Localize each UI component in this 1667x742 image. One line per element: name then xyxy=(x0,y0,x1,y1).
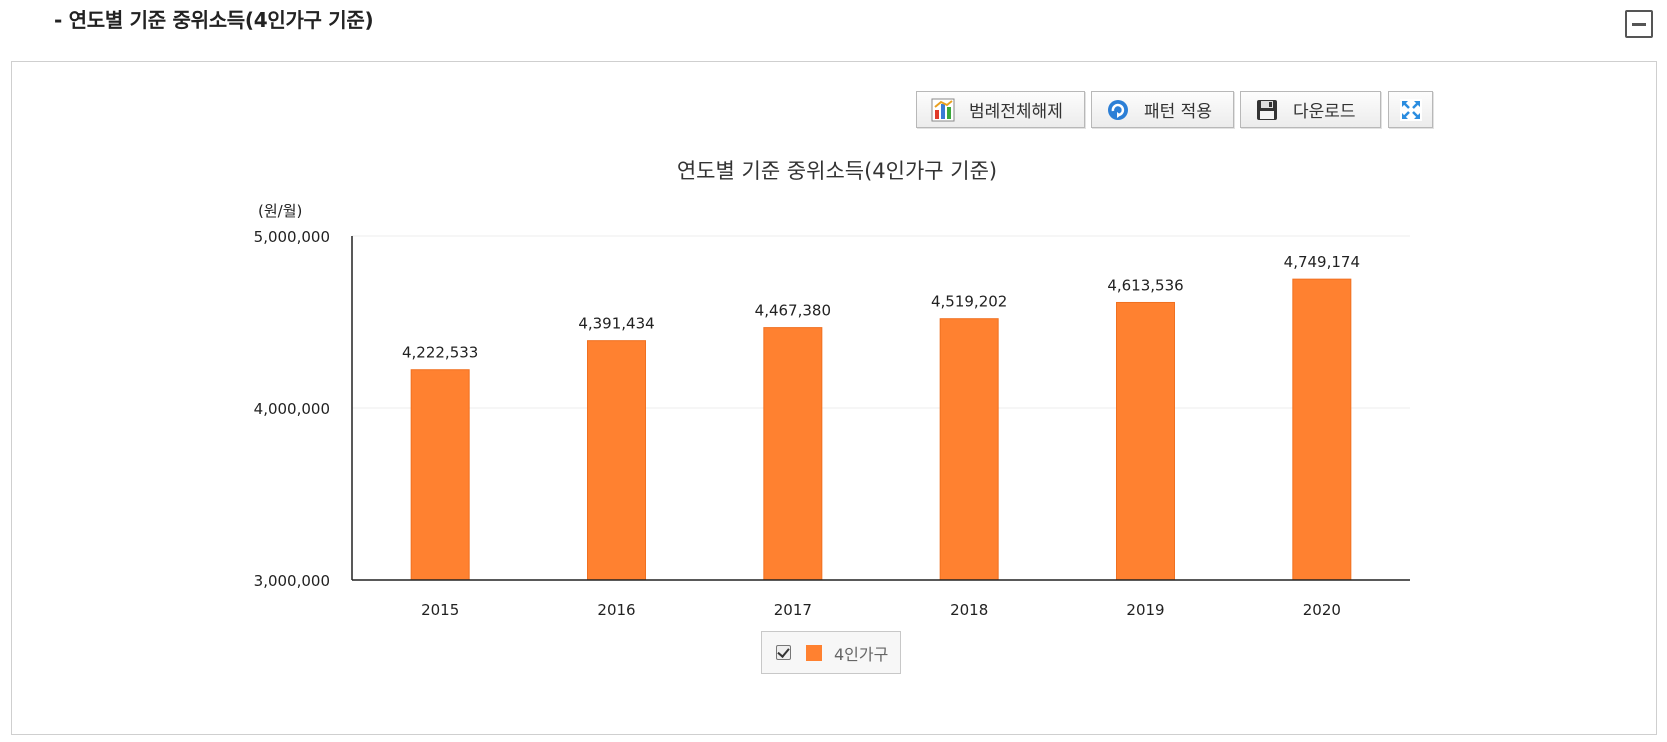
data-label-2015: 4,222,533 xyxy=(402,344,478,362)
collapse-button[interactable] xyxy=(1625,10,1653,38)
legend-toggle-all-label: 범례전체해제 xyxy=(969,102,1063,122)
data-labels: 4,222,533 4,391,434 4,467,380 4,519,202 4,61… xyxy=(402,253,1360,362)
legend-swatch xyxy=(806,644,822,661)
x-tick-label-2017: 2017 xyxy=(774,601,812,619)
section-title: - 연도별 기준 중위소득(4인가구 기준) xyxy=(54,8,374,32)
grid-lines xyxy=(352,235,1410,409)
bar-2015[interactable] xyxy=(410,369,470,581)
bar-2016[interactable] xyxy=(587,340,646,581)
download-button[interactable]: 다운로드 xyxy=(1240,91,1381,128)
apply-pattern-label: 패턴 적용 xyxy=(1144,102,1212,122)
chart-panel xyxy=(11,61,1657,735)
data-label-2017: 4,467,380 xyxy=(755,302,831,320)
chart-icon xyxy=(931,98,955,121)
x-tick-label-2020: 2020 xyxy=(1303,601,1341,619)
y-tick-label: 3,000,000 xyxy=(254,572,330,590)
x-tick-label-2019: 2019 xyxy=(1126,601,1164,619)
legend-label[interactable]: 4인가구 xyxy=(834,644,889,664)
save-disk-icon xyxy=(1257,99,1277,120)
bar-2020[interactable] xyxy=(1292,278,1352,581)
expand-icon xyxy=(1399,98,1422,121)
refresh-icon xyxy=(1108,99,1128,120)
legend: 4인가구 xyxy=(761,631,901,674)
data-label-2018: 4,519,202 xyxy=(931,293,1007,311)
y-tick-label: 5,000,000 xyxy=(254,228,330,246)
bars xyxy=(410,278,1352,581)
y-tick-label: 4,000,000 xyxy=(254,400,330,418)
x-tick-label-2015: 2015 xyxy=(421,601,459,619)
data-label-2019: 4,613,536 xyxy=(1107,276,1183,294)
data-label-2016: 4,391,434 xyxy=(578,315,654,333)
data-label-2020: 4,749,174 xyxy=(1284,253,1360,271)
y-axis-label: (원/월) xyxy=(258,202,302,220)
x-tick-label-2018: 2018 xyxy=(950,601,988,619)
bar-2019[interactable] xyxy=(1116,301,1175,581)
download-label: 다운로드 xyxy=(1293,102,1356,122)
apply-pattern-button[interactable]: 패턴 적용 xyxy=(1091,91,1234,128)
x-tick-label-2016: 2016 xyxy=(597,601,635,619)
bar-2018[interactable] xyxy=(939,318,999,581)
fullscreen-button[interactable] xyxy=(1388,91,1433,128)
legend-checkbox[interactable] xyxy=(776,645,791,660)
bar-2017[interactable] xyxy=(763,327,823,581)
legend-toggle-all-button[interactable]: 범례전체해제 xyxy=(916,91,1085,128)
axes: 3,000,000 4,000,000 5,000,000 2015 2016 2017 2… xyxy=(254,228,1410,619)
chart-title: 연도별 기준 중위소득(4인가구 기준) xyxy=(677,159,997,183)
